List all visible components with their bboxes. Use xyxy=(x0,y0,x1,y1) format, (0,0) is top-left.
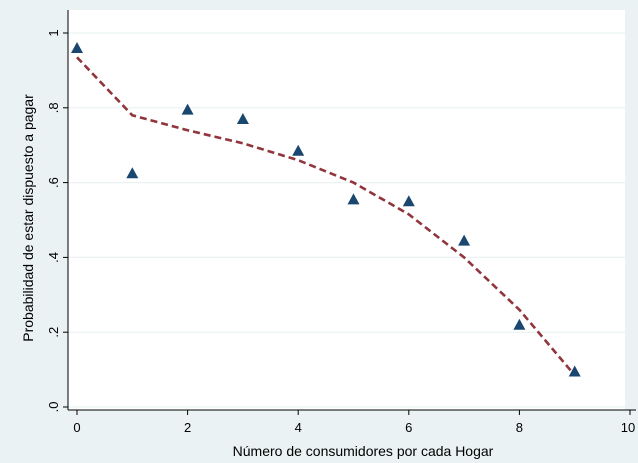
x-tick-label: 2 xyxy=(184,420,191,435)
fit-line xyxy=(76,56,576,377)
data-point xyxy=(126,167,139,179)
x-tick-label: 8 xyxy=(516,420,523,435)
data-point xyxy=(513,318,526,330)
data-point xyxy=(402,195,415,207)
y-axis-label: Probabilidad de estar dispuesto a pagar xyxy=(20,94,36,342)
x-tick-label: 0 xyxy=(73,420,80,435)
plot-area xyxy=(68,10,625,410)
x-tick-label: 4 xyxy=(295,420,302,435)
y-tick-label: .0 xyxy=(46,402,61,413)
data-point xyxy=(181,103,194,115)
y-tick-label: .6 xyxy=(46,177,61,188)
y-axis-ticks: .0 .2 .4 .6 .8 1 xyxy=(46,29,68,412)
x-tick-label: 6 xyxy=(405,420,412,435)
grid-lines xyxy=(68,32,625,408)
x-tick-label: 10 xyxy=(621,420,635,435)
series-layer xyxy=(71,41,581,377)
data-point xyxy=(458,234,471,246)
data-point xyxy=(292,144,305,156)
data-point xyxy=(71,41,83,53)
data-point xyxy=(347,193,360,205)
y-tick-label: 1 xyxy=(46,29,61,36)
y-tick-label: .4 xyxy=(46,252,61,263)
data-point xyxy=(236,113,249,125)
y-tick-label: .2 xyxy=(46,327,61,338)
x-axis-ticks: 0 2 4 6 8 10 xyxy=(73,410,635,435)
axes xyxy=(67,10,636,411)
y-tick-label: .8 xyxy=(46,102,61,113)
data-point xyxy=(568,365,581,377)
x-axis-label: Número de consumidores por cada Hogar xyxy=(233,443,494,459)
